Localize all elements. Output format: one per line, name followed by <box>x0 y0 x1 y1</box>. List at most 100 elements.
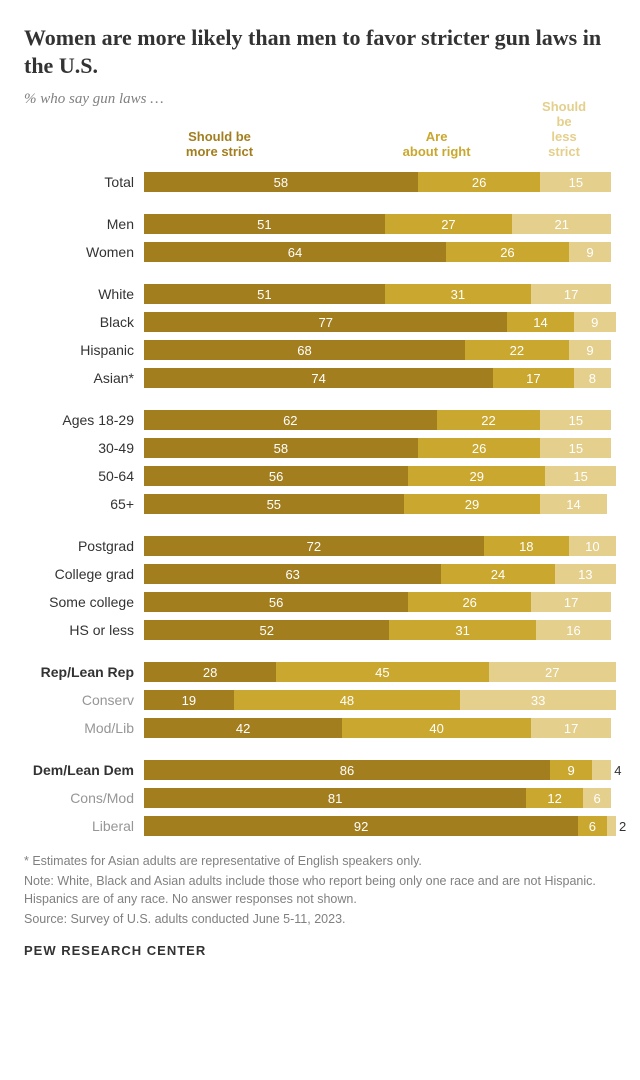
row-bars: 77149 <box>144 312 616 332</box>
footnote-line: Source: Survey of U.S. adults conducted … <box>24 910 616 928</box>
row-label: Liberal <box>24 818 144 834</box>
row-bars: 74178 <box>144 368 616 388</box>
legend-row: Should bemore strictAreabout rightShould… <box>24 126 616 162</box>
bar-segment: 17 <box>531 718 611 738</box>
row-bars: 582615 <box>144 438 616 458</box>
chart-group: Total582615 <box>24 170 616 194</box>
bar-segment: 42 <box>144 718 342 738</box>
row-bars: 424017 <box>144 718 616 738</box>
bar-segment: 92 <box>144 816 578 836</box>
bar-segment: 26 <box>408 592 531 612</box>
legend-label: Should beless strict <box>538 100 590 160</box>
chart-group: Men512721 Women64269 <box>24 212 616 264</box>
row-bars: 194833 <box>144 690 616 710</box>
bar-segment: 14 <box>540 494 606 514</box>
bar-segment: 17 <box>531 284 611 304</box>
row-label: Postgrad <box>24 538 144 554</box>
bar-segment: 6 <box>583 788 611 808</box>
bar-segment: 28 <box>144 662 276 682</box>
bar-segment: 63 <box>144 564 441 584</box>
bar-segment: 16 <box>536 620 612 640</box>
bar-segment: 74 <box>144 368 493 388</box>
bar-segment: 9 <box>569 340 611 360</box>
bar-row: HS or less523116 <box>24 618 616 642</box>
row-label: 65+ <box>24 496 144 512</box>
bar-row: Asian*74178 <box>24 366 616 390</box>
row-label: Some college <box>24 594 144 610</box>
bar-segment: 26 <box>418 172 541 192</box>
row-bars: 68229 <box>144 340 616 360</box>
bar-segment: 31 <box>389 620 535 640</box>
row-bars: 562617 <box>144 592 616 612</box>
bar-segment: 55 <box>144 494 404 514</box>
row-bars: 632413 <box>144 564 616 584</box>
row-label: Cons/Mod <box>24 790 144 806</box>
row-bars: 562915 <box>144 466 616 486</box>
row-label: College grad <box>24 566 144 582</box>
bar-segment: 27 <box>385 214 512 234</box>
row-bars: 284527 <box>144 662 616 682</box>
bar-segment: 86 <box>144 760 550 780</box>
row-label: Ages 18-29 <box>24 412 144 428</box>
bar-row: Hispanic68229 <box>24 338 616 362</box>
bar-segment: 6 <box>578 816 606 836</box>
row-bars: 9262 <box>144 816 616 836</box>
row-label: Asian* <box>24 370 144 386</box>
chart-subtitle: % who say gun laws … <box>24 91 616 108</box>
bar-segment: 12 <box>526 788 583 808</box>
bar-row: 50-64562915 <box>24 464 616 488</box>
bar-segment: 29 <box>408 466 545 486</box>
bar-row: Liberal9262 <box>24 814 616 838</box>
bar-segment: 68 <box>144 340 465 360</box>
row-label: 50-64 <box>24 468 144 484</box>
bar-segment: 40 <box>342 718 531 738</box>
bar-segment: 51 <box>144 214 385 234</box>
bar-segment: 72 <box>144 536 484 556</box>
bar-row: Black77149 <box>24 310 616 334</box>
chart-group: Dem/Lean Dem8694Cons/Mod81126Liberal9262 <box>24 758 616 838</box>
bar-segment: 15 <box>540 410 611 430</box>
bar-segment: 26 <box>418 438 541 458</box>
bar-row: Dem/Lean Dem8694 <box>24 758 616 782</box>
bar-segment: 19 <box>144 690 234 710</box>
bar-segment: 17 <box>493 368 573 388</box>
bar-segment: 9 <box>550 760 592 780</box>
bar-segment: 26 <box>446 242 569 262</box>
bar-segment: 13 <box>555 564 616 584</box>
row-bars: 8694 <box>144 760 616 780</box>
row-bars: 523116 <box>144 620 616 640</box>
row-bars: 64269 <box>144 242 616 262</box>
bar-segment: 22 <box>437 410 541 430</box>
bar-segment: 21 <box>512 214 611 234</box>
bar-row: 30-49582615 <box>24 436 616 460</box>
row-label: Men <box>24 216 144 232</box>
bar-row: Men512721 <box>24 212 616 236</box>
row-label: HS or less <box>24 622 144 638</box>
bar-segment: 14 <box>507 312 573 332</box>
source-attribution: PEW RESEARCH CENTER <box>24 943 616 958</box>
chart-group: Postgrad721810College grad632413Some col… <box>24 534 616 642</box>
bar-row: Cons/Mod81126 <box>24 786 616 810</box>
bar-row: Ages 18-29622215 <box>24 408 616 432</box>
bar-row: Mod/Lib424017 <box>24 716 616 740</box>
bar-segment: 10 <box>569 536 616 556</box>
bar-segment: 51 <box>144 284 385 304</box>
bar-row: Postgrad721810 <box>24 534 616 558</box>
row-bars: 622215 <box>144 410 616 430</box>
bar-row: Conserv194833 <box>24 688 616 712</box>
bar-segment: 8 <box>574 368 612 388</box>
bar-segment: 27 <box>489 662 616 682</box>
legend-label: Should bemore strict <box>186 130 253 160</box>
bar-segment: 18 <box>484 536 569 556</box>
bar-row: Women64269 <box>24 240 616 264</box>
footnote-line: * Estimates for Asian adults are represe… <box>24 852 616 870</box>
bar-segment: 2 <box>607 816 616 836</box>
bar-segment: 31 <box>385 284 531 304</box>
bar-row: Some college562617 <box>24 590 616 614</box>
row-bars: 721810 <box>144 536 616 556</box>
bar-segment: 81 <box>144 788 526 808</box>
bar-segment: 24 <box>441 564 554 584</box>
row-label: Rep/Lean Rep <box>24 664 144 680</box>
bar-segment: 56 <box>144 592 408 612</box>
row-label: Dem/Lean Dem <box>24 762 144 778</box>
